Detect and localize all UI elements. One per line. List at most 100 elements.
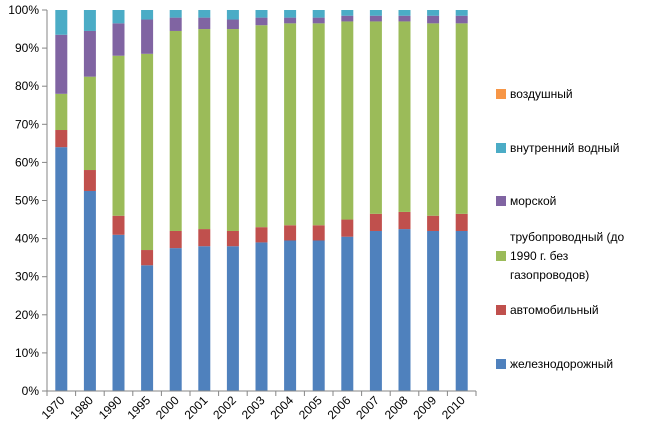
bar-segment-2008-series-1 <box>398 211 411 230</box>
bar-segment-2007-series-3 <box>369 15 382 22</box>
bar-segment-2003-series-3 <box>255 17 268 26</box>
bar-segment-1995-series-2 <box>141 53 154 251</box>
bar-segment-2008-series-3 <box>398 15 411 22</box>
bar-segment-2005-series-2 <box>312 23 325 226</box>
x-tick-label: 2000 <box>153 393 182 422</box>
legend-label: воздушный <box>510 87 573 101</box>
x-tick-label: 2003 <box>239 393 268 422</box>
bar-segment-2003-series-2 <box>255 25 268 228</box>
bar-segment-2005-series-1 <box>312 225 325 241</box>
legend-swatch <box>496 196 506 206</box>
legend-label: железнодорожный <box>510 357 613 371</box>
bar-segment-2001-series-3 <box>198 17 211 30</box>
bar-segment-1995-series-1 <box>141 250 154 266</box>
x-axis: 1970 1980 1990 1995 2000 2001 2002 2003 2004 2005… <box>39 390 477 422</box>
x-tick-label: 2005 <box>296 393 325 422</box>
bar-segment-2000-series-4 <box>169 10 182 18</box>
bar-segment-2004-series-3 <box>284 17 297 24</box>
bar-segment-2002-series-1 <box>226 230 239 247</box>
x-tick-label: 2002 <box>210 393 239 422</box>
bar-segment-1970-series-4 <box>55 10 68 35</box>
bar-segment-1990-series-1 <box>112 215 125 235</box>
bar-segment-2007-series-2 <box>369 21 382 214</box>
bar-segment-2000-series-0 <box>169 248 182 392</box>
y-tick-label: 10% <box>15 346 39 360</box>
bar-segment-2002-series-3 <box>226 19 239 30</box>
x-tick-label: 2007 <box>353 393 382 422</box>
bar-segment-1995-series-0 <box>141 265 154 391</box>
y-axis: 0% 10% 20% 30% 40% 50% 60% 70% 80% 90% 100% <box>8 3 48 398</box>
bar-segment-1970-series-0 <box>55 147 68 391</box>
legend-swatch <box>496 143 506 153</box>
bar-segment-1995-series-3 <box>141 19 154 54</box>
bar-segment-1990-series-2 <box>112 55 125 216</box>
bar-segment-1980-series-2 <box>83 76 96 171</box>
bar-segment-2001-series-1 <box>198 229 211 247</box>
bar-segment-2010-series-2 <box>455 23 468 214</box>
bar-segment-2010-series-4 <box>455 10 468 16</box>
bar-segment-2001-series-2 <box>198 29 211 230</box>
bar-segment-2001-series-4 <box>198 10 211 18</box>
bar-segment-2003-series-1 <box>255 227 268 243</box>
legend-swatch <box>496 359 506 369</box>
y-tick-label: 20% <box>15 308 39 322</box>
bar-segment-1980-series-3 <box>83 30 96 77</box>
bar-segment-2002-series-2 <box>226 29 239 231</box>
bar-segment-2008-series-2 <box>398 21 411 212</box>
bar-segment-2007-series-4 <box>369 10 382 16</box>
bar-segment-2003-series-4 <box>255 10 268 18</box>
bar-segment-2004-series-2 <box>284 23 297 226</box>
bar-segment-2005-series-0 <box>312 240 325 391</box>
bar-segment-2009-series-2 <box>427 23 440 216</box>
bar-segment-1980-series-4 <box>83 10 96 31</box>
bar-segment-1980-series-1 <box>83 170 96 191</box>
bar-segment-2000-series-3 <box>169 17 182 31</box>
bar-segment-2006-series-1 <box>341 219 354 237</box>
y-tick-label: 60% <box>15 155 39 169</box>
bar-segment-2006-series-4 <box>341 10 354 16</box>
y-tick-label: 90% <box>15 41 39 55</box>
legend-label: 1990 г. без <box>510 249 569 263</box>
plot-area <box>55 10 468 392</box>
legend-label: трубопроводный (до <box>510 230 625 244</box>
bar-segment-2005-series-3 <box>312 17 325 24</box>
bar-segment-1970-series-3 <box>55 34 68 94</box>
x-tick-label: 2010 <box>439 393 468 422</box>
bar-segment-1990-series-4 <box>112 10 125 24</box>
x-tick-label: 1990 <box>96 393 125 422</box>
legend-swatch <box>496 251 506 261</box>
legend: воздушный внутренний водный морской трубопр… <box>496 87 625 371</box>
bar-segment-2000-series-2 <box>169 30 182 231</box>
bar-segment-2000-series-1 <box>169 230 182 249</box>
bar-segment-2006-series-2 <box>341 21 354 220</box>
bar-segment-2007-series-0 <box>369 230 382 391</box>
bar-segment-2008-series-4 <box>398 10 411 16</box>
legend-label: внутренний водный <box>510 141 619 155</box>
x-tick-label: 2001 <box>182 393 211 422</box>
bar-segment-2002-series-0 <box>226 246 239 391</box>
x-tick-label: 1980 <box>67 393 96 422</box>
x-tick-label: 1970 <box>39 393 68 422</box>
bar-segment-2009-series-1 <box>427 215 440 231</box>
bar-segment-2001-series-0 <box>198 246 211 391</box>
bar-segment-2009-series-3 <box>427 15 440 24</box>
bar-segment-2004-series-4 <box>284 10 297 18</box>
bar-segment-2010-series-0 <box>455 230 468 391</box>
y-tick-label: 50% <box>15 194 39 208</box>
bar-segment-2008-series-0 <box>398 229 411 391</box>
legend-label: газопроводов) <box>510 268 589 282</box>
x-tick-label: 1995 <box>124 393 153 422</box>
x-tick-label: 2004 <box>267 393 296 422</box>
bar-segment-2006-series-3 <box>341 15 354 22</box>
bar-segment-2004-series-0 <box>284 240 297 391</box>
bar-segment-1970-series-1 <box>55 130 68 148</box>
y-tick-label: 30% <box>15 270 39 284</box>
legend-swatch <box>496 89 506 99</box>
y-tick-label: 80% <box>15 79 39 93</box>
legend-label: морской <box>510 194 556 208</box>
x-tick-label: 2006 <box>325 393 354 422</box>
bar-segment-1970-series-2 <box>55 93 68 131</box>
bar-segment-2009-series-0 <box>427 230 440 391</box>
legend-swatch <box>496 305 506 315</box>
